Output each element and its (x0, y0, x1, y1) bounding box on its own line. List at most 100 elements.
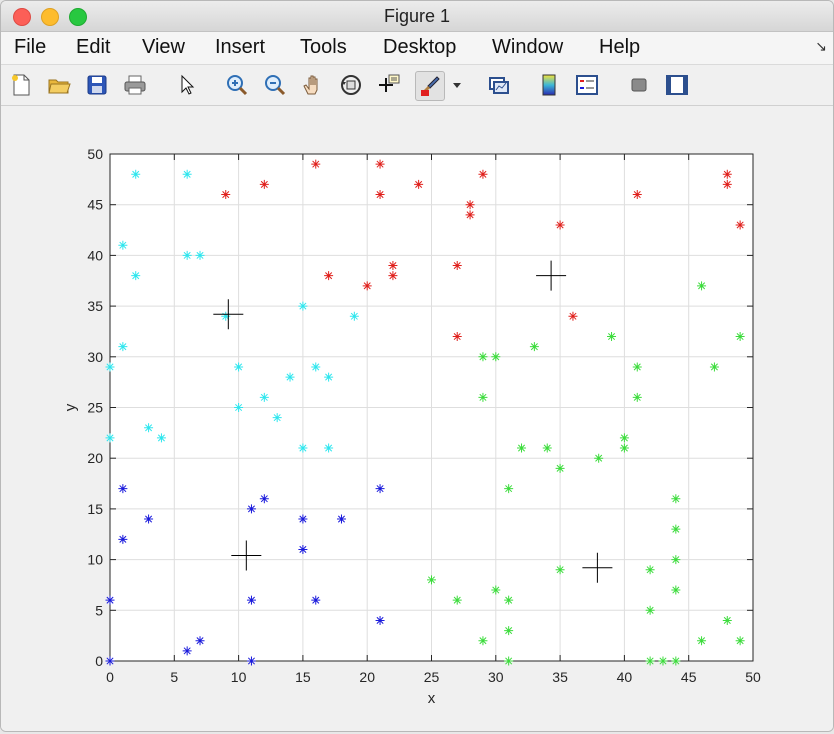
scatter-chart[interactable]: 0 5 10 15 20 25 30 35 40 45 50 0 5 10 15 20 25 30 35 40 45 50… (1, 106, 833, 731)
data-point-green (491, 352, 501, 362)
minimize-window-button[interactable] (41, 8, 59, 26)
data-point-green (491, 585, 501, 595)
data-point-green (671, 585, 681, 595)
y-tick-label: 15 (87, 501, 103, 517)
x-tick-label: 25 (424, 669, 440, 685)
data-point-cyan (118, 342, 128, 352)
zoom-in-icon[interactable] (223, 71, 251, 99)
y-tick-label: 45 (87, 197, 103, 213)
data-point-green (504, 484, 514, 494)
data-point-green (735, 636, 745, 646)
data-point-red (722, 169, 732, 179)
data-point-cyan (182, 169, 192, 179)
y-tick-label: 25 (87, 400, 103, 416)
centroid-marker (536, 260, 567, 291)
data-point-red (414, 179, 424, 189)
centroid-marker (231, 540, 262, 571)
menu-desktop[interactable]: Desktop (383, 36, 457, 58)
data-point-blue (195, 636, 205, 646)
data-point-green (697, 636, 707, 646)
data-point-blue (144, 514, 154, 524)
y-tick-label: 20 (87, 450, 103, 466)
hide-plot-tools-icon[interactable] (625, 71, 653, 99)
dock-arrow-icon[interactable]: ↘ (815, 38, 827, 54)
data-point-red (465, 210, 475, 220)
y-tick-label: 30 (87, 349, 103, 365)
data-point-cyan (195, 250, 205, 260)
data-point-blue (118, 484, 128, 494)
pan-hand-icon[interactable] (299, 71, 327, 99)
data-point-green (542, 443, 552, 453)
data-point-cyan (221, 311, 231, 321)
data-point-red (221, 190, 231, 200)
data-point-cyan (234, 362, 244, 372)
data-cursor-icon[interactable] (375, 71, 403, 99)
y-tick-label: 35 (87, 298, 103, 314)
zoom-out-icon[interactable] (261, 71, 289, 99)
data-point-blue (298, 514, 308, 524)
data-point-blue (246, 504, 256, 514)
menu-file[interactable]: File (14, 36, 47, 58)
open-file-icon[interactable] (45, 71, 73, 99)
close-window-button[interactable] (13, 8, 31, 26)
data-point-green (517, 443, 527, 453)
data-point-red (375, 190, 385, 200)
title-bar: Figure 1 (1, 1, 833, 32)
link-plot-icon[interactable] (485, 71, 513, 99)
data-point-cyan (156, 433, 166, 443)
brush-dropdown-icon[interactable] (447, 71, 467, 99)
legend-icon[interactable] (573, 71, 601, 99)
x-tick-label: 50 (745, 669, 761, 685)
data-point-blue (182, 646, 192, 656)
data-point-green (607, 332, 617, 342)
rotate-3d-icon[interactable] (337, 71, 365, 99)
print-icon[interactable] (121, 71, 149, 99)
data-point-green (529, 342, 539, 352)
data-point-cyan (234, 403, 244, 412)
data-point-cyan (324, 372, 334, 382)
data-point-cyan (118, 240, 128, 250)
data-point-red (632, 190, 642, 200)
x-tick-label: 35 (552, 669, 568, 685)
menu-insert[interactable]: Insert (215, 36, 266, 58)
menu-view[interactable]: View (142, 36, 185, 58)
data-point-blue (375, 615, 385, 625)
menu-help[interactable]: Help (599, 36, 641, 58)
pointer-icon[interactable] (173, 71, 201, 99)
maximize-window-button[interactable] (69, 8, 87, 26)
data-point-blue (105, 595, 115, 605)
data-point-green (427, 575, 436, 585)
data-point-cyan (105, 433, 115, 443)
menu-tools[interactable]: Tools (300, 36, 347, 58)
data-point-red (311, 159, 321, 169)
data-point-green (645, 565, 655, 575)
y-tick-label: 5 (95, 602, 103, 618)
new-figure-icon[interactable] (7, 71, 35, 99)
data-point-cyan (285, 372, 295, 382)
data-point-green (645, 605, 655, 615)
y-tick-label: 40 (87, 247, 103, 263)
data-point-green (645, 656, 655, 666)
menu-window[interactable]: Window (492, 36, 564, 58)
window-title: Figure 1 (383, 6, 451, 26)
brush-icon[interactable] (415, 71, 445, 101)
colorbar-icon[interactable] (535, 71, 563, 99)
data-point-red (735, 220, 745, 230)
data-point-green (504, 595, 514, 605)
data-point-green (619, 443, 629, 453)
save-icon[interactable] (83, 71, 111, 99)
x-tick-label: 30 (488, 669, 504, 685)
data-point-red (388, 261, 398, 271)
centroid-marker (582, 552, 613, 583)
data-point-green (671, 494, 681, 504)
data-point-cyan (298, 301, 308, 311)
menu-edit[interactable]: Edit (76, 36, 111, 58)
data-point-green (722, 615, 732, 625)
data-point-red (452, 332, 462, 342)
data-point-green (594, 453, 604, 463)
data-point-green (632, 362, 642, 372)
show-plot-tools-icon[interactable] (663, 71, 691, 99)
toolbar (1, 65, 833, 106)
x-tick-label: 5 (170, 669, 178, 685)
data-point-green (504, 656, 514, 666)
